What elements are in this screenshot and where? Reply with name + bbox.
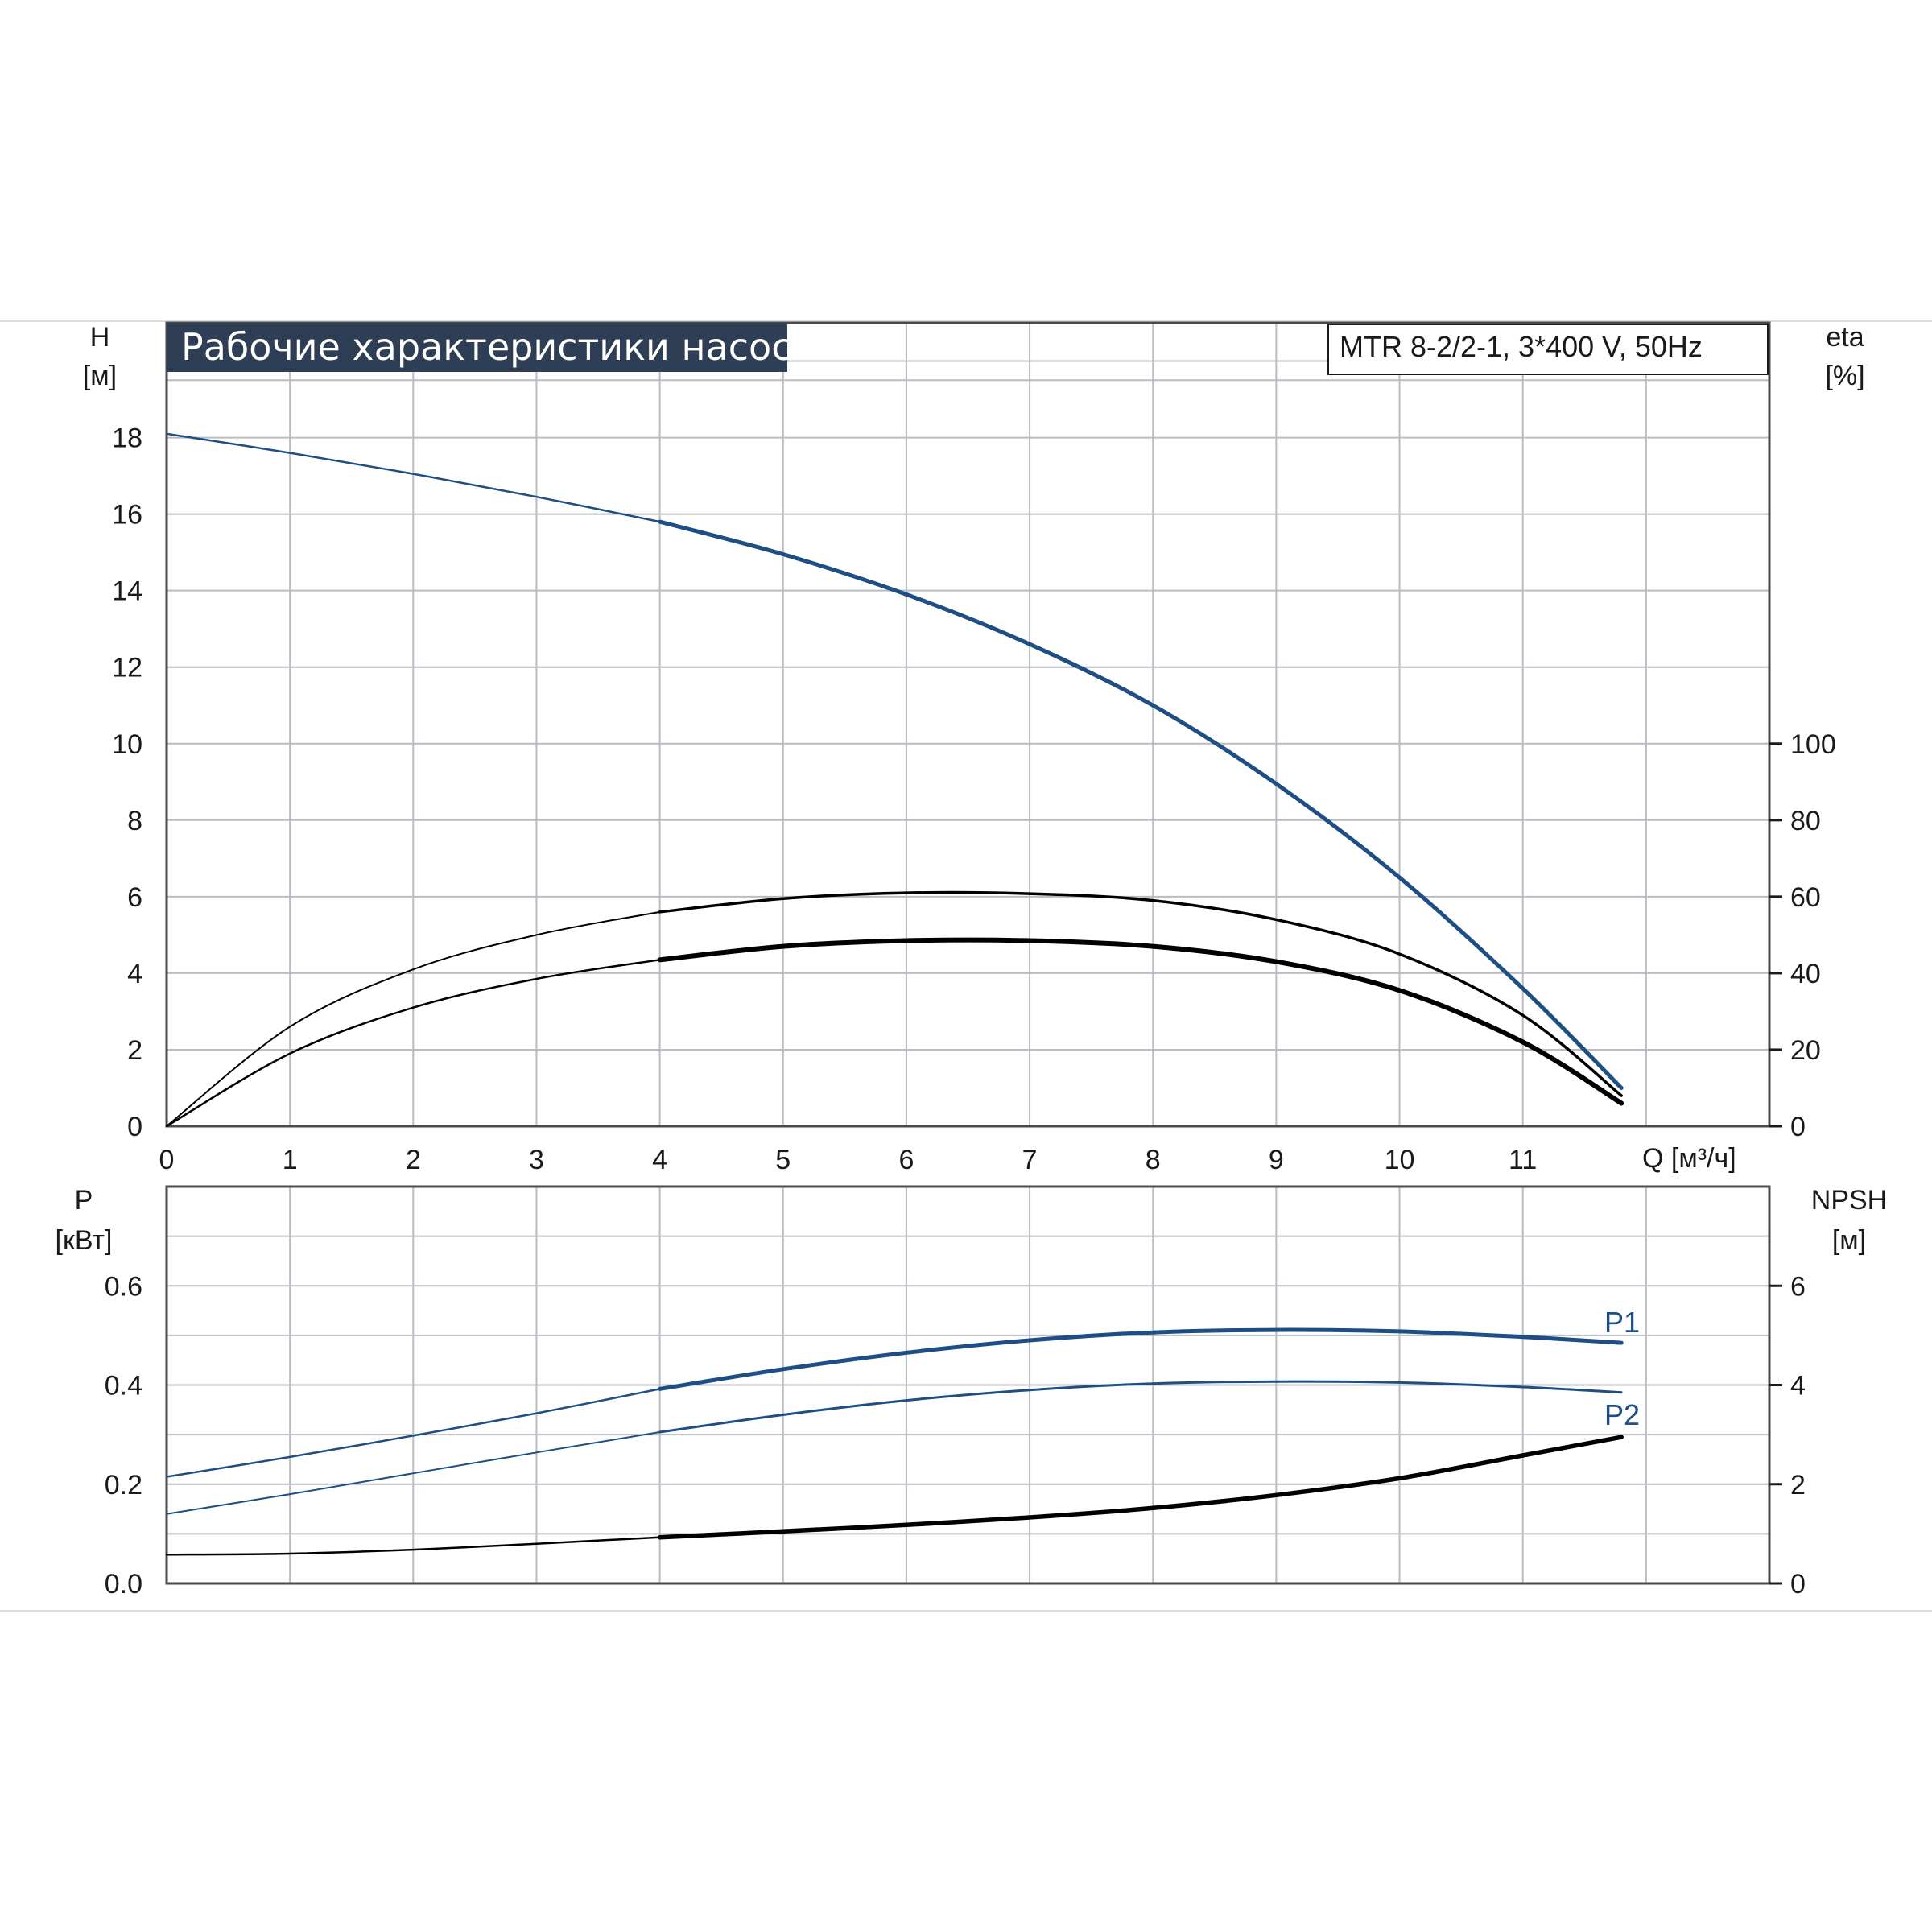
y-right-tick-label-bottom: 0 xyxy=(1790,1569,1806,1600)
y-right-label-top-symbol: eta xyxy=(1826,322,1864,353)
y-left-tick-label-bottom: 0.2 xyxy=(105,1470,142,1501)
y-right-label-bottom-unit: [м] xyxy=(1832,1225,1866,1256)
head-curve-low-flow xyxy=(165,432,661,523)
x-tick-label: 6 xyxy=(898,1145,914,1175)
y-left-tick-label: 10 xyxy=(112,729,142,760)
y-right-label-top-unit: [%] xyxy=(1825,361,1864,391)
y-left-tick-label: 2 xyxy=(127,1035,142,1066)
y-left-tick-label-bottom: 0.6 xyxy=(105,1271,142,1302)
curves xyxy=(165,432,1624,1556)
npsh-curve xyxy=(657,1435,1624,1540)
y-left-label-bottom-unit: [кВт] xyxy=(56,1225,113,1256)
series-label-p2: P2 xyxy=(1604,1398,1640,1431)
series-label-p1: P1 xyxy=(1604,1306,1640,1339)
y-left-tick-label: 4 xyxy=(127,959,142,989)
y-right-tick-label-bottom: 2 xyxy=(1790,1470,1806,1501)
y-right-tick-label-bottom: 4 xyxy=(1790,1371,1806,1402)
x-tick-label: 11 xyxy=(1509,1145,1537,1175)
y-right-tick-label-bottom: 6 xyxy=(1790,1271,1806,1302)
x-tick-label: 4 xyxy=(652,1145,667,1175)
x-tick-label: 0 xyxy=(159,1145,175,1175)
p1-curve-low-flow xyxy=(165,1388,661,1478)
tick-labels: 0 1 2 3 4 5 6 7 8 9 10 1102468101214161802040608010… xyxy=(105,423,1836,1600)
y-right-label-bottom-symbol: NPSH xyxy=(1811,1185,1887,1216)
top-plot-frame xyxy=(165,321,1771,1128)
p2-curve xyxy=(658,1380,1623,1434)
y-left-tick-label: 0 xyxy=(127,1112,142,1142)
title-box xyxy=(167,323,787,372)
y-left-tick-label-bottom: 0.4 xyxy=(105,1371,142,1402)
x-tick-label: 1 xyxy=(283,1145,298,1175)
efficiency-curve-upper xyxy=(658,890,1623,1097)
head-curve xyxy=(658,519,1624,1090)
y-right-tick-label: 0 xyxy=(1790,1112,1806,1142)
y-left-tick-label: 12 xyxy=(112,653,142,683)
y-right-tick-label: 100 xyxy=(1790,729,1836,760)
x-tick-label: 10 xyxy=(1385,1145,1415,1175)
x-tick-label: 7 xyxy=(1022,1145,1038,1175)
y-right-tick-label: 80 xyxy=(1790,806,1821,836)
top-plot-grid xyxy=(167,323,1769,1126)
efficiency-curve-lower xyxy=(657,937,1624,1106)
y-left-tick-label: 14 xyxy=(112,576,142,607)
x-tick-label: 2 xyxy=(406,1145,421,1175)
efficiency-curve-lower-low-flow xyxy=(165,959,661,1128)
chart-title: Рабочие характеристики насоса xyxy=(181,325,815,369)
x-tick-label: 3 xyxy=(529,1145,544,1175)
bottom-plot-grid xyxy=(167,1186,1769,1583)
y-left-label-bottom-symbol: P xyxy=(75,1185,93,1216)
p2-curve-low-flow xyxy=(166,1431,661,1515)
p1-curve xyxy=(658,1327,1624,1391)
y-right-tick-label: 60 xyxy=(1790,882,1821,913)
x-tick-label: 8 xyxy=(1146,1145,1161,1175)
y-left-tick-label: 18 xyxy=(112,423,142,454)
y-left-tick-label: 6 xyxy=(127,882,142,913)
y-right-tick-label: 20 xyxy=(1790,1035,1821,1066)
model-box xyxy=(1327,324,1769,375)
y-left-tick-label-bottom: 0.0 xyxy=(105,1569,142,1600)
y-left-tick-label: 16 xyxy=(112,500,142,530)
x-tick-label: 5 xyxy=(775,1145,791,1175)
x-tick-label: 9 xyxy=(1269,1145,1284,1175)
y-right-tick-label: 40 xyxy=(1790,959,1821,989)
x-axis-label: Q [м³/ч] xyxy=(1642,1143,1736,1174)
y-left-label-top-unit: [м] xyxy=(83,361,117,391)
model-label: MTR 8-2/2-1, 3*400 V, 50Hz xyxy=(1340,330,1703,363)
npsh-curve-low-flow xyxy=(165,1536,661,1556)
efficiency-curve-upper-low-flow xyxy=(166,910,661,1127)
y-left-label-top-symbol: H xyxy=(90,322,110,353)
y-left-tick-label: 8 xyxy=(127,806,142,836)
